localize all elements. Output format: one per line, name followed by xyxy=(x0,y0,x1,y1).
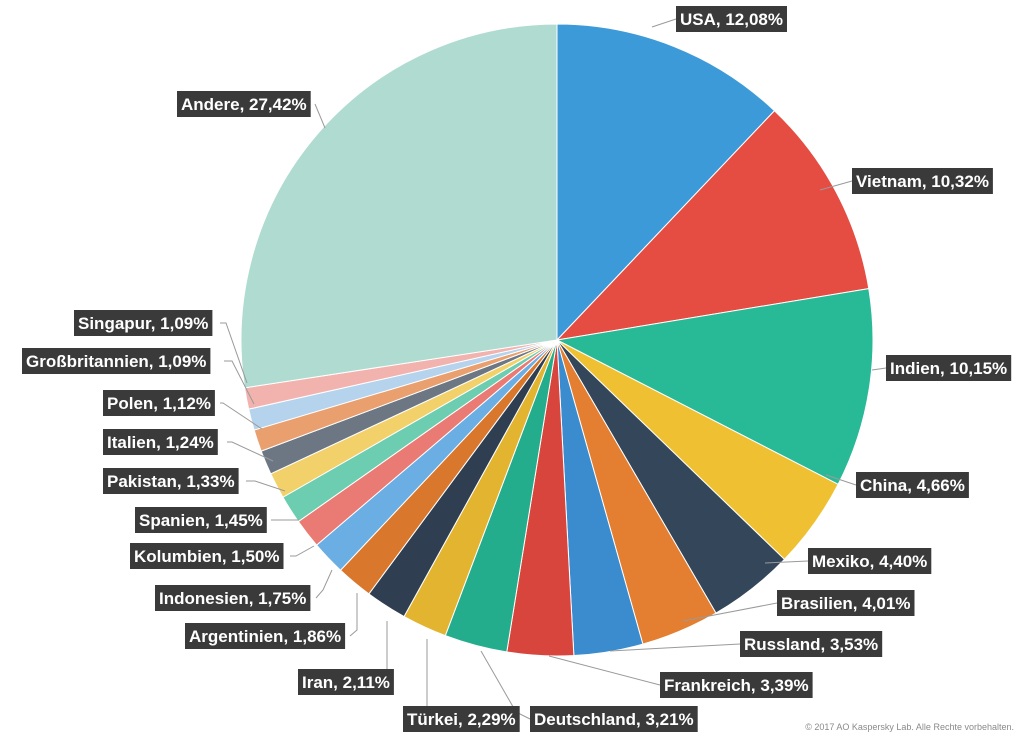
slice-label: Vietnam, 10,32% xyxy=(852,168,993,194)
slice-label-text: Pakistan, 1,33% xyxy=(107,472,235,491)
leader-line xyxy=(220,402,263,430)
leader-lines xyxy=(220,18,887,720)
label-box xyxy=(676,6,787,32)
leader-line xyxy=(290,545,315,557)
slice-label-text: Iran, 2,11% xyxy=(302,673,390,692)
slice-label: Spanien, 1,45% xyxy=(135,507,267,533)
leader-line xyxy=(349,593,358,637)
slice-label: Indien, 10,15% xyxy=(886,355,1012,381)
label-box xyxy=(130,543,284,569)
label-box xyxy=(660,672,813,698)
label-box xyxy=(22,348,211,374)
slice-label: Iran, 2,11% xyxy=(298,669,394,695)
slice-label-text: China, 4,66% xyxy=(860,476,965,495)
pie-slice-andere xyxy=(240,23,558,389)
slice-label-text: Italien, 1,24% xyxy=(107,433,214,452)
leader-line xyxy=(315,569,333,599)
slice-label: Polen, 1,12% xyxy=(103,390,215,416)
slice-label: Kolumbien, 1,50% xyxy=(130,543,284,569)
slice-label: Argentinien, 1,86% xyxy=(185,623,346,649)
slice-label: China, 4,66% xyxy=(856,472,969,498)
label-box xyxy=(135,507,267,533)
label-box xyxy=(103,429,218,455)
leader-line xyxy=(651,18,677,28)
slice-label: Indonesien, 1,75% xyxy=(155,585,311,611)
label-box xyxy=(177,91,311,117)
leader-line xyxy=(314,103,326,129)
pie-slices xyxy=(240,23,874,657)
slice-label: Russland, 3,53% xyxy=(740,631,883,657)
leader-line xyxy=(825,474,857,486)
slice-label-text: Andere, 27,42% xyxy=(181,95,307,114)
label-box xyxy=(155,585,311,611)
slice-labels: USA, 12,08% Vietnam, 10,32% Indien, 10,15%… xyxy=(22,6,1012,732)
slice-label: Deutschland, 3,21% xyxy=(530,706,698,732)
slice-label-text: Indien, 10,15% xyxy=(890,359,1007,378)
slice-label-text: Polen, 1,12% xyxy=(107,394,211,413)
leader-line xyxy=(764,560,809,564)
slice-label-text: Türkei, 2,29% xyxy=(407,710,516,729)
label-box xyxy=(777,590,915,616)
label-box xyxy=(298,669,394,695)
leader-line xyxy=(609,643,741,652)
slice-label-text: Indonesien, 1,75% xyxy=(159,589,306,608)
pie-slice-usa xyxy=(556,23,776,342)
label-box xyxy=(103,468,239,494)
slice-label-text: Argentinien, 1,86% xyxy=(189,627,341,646)
slice-label: Frankreich, 3,39% xyxy=(660,672,813,698)
pie-slice-vietnam xyxy=(555,110,870,341)
leader-line xyxy=(224,360,255,405)
label-box xyxy=(103,390,215,416)
slice-label-text: Vietnam, 10,32% xyxy=(856,172,989,191)
leader-line xyxy=(220,322,248,384)
leader-line xyxy=(871,367,887,371)
leader-line xyxy=(227,441,274,462)
slice-label-text: Kolumbien, 1,50% xyxy=(134,547,279,566)
slice-label-text: Frankreich, 3,39% xyxy=(664,676,809,695)
label-box xyxy=(74,310,213,336)
copyright-notice: © 2017 AO Kaspersky Lab. Alle Rechte vor… xyxy=(805,722,1014,732)
leader-line xyxy=(682,602,778,622)
slice-label: Andere, 27,42% xyxy=(177,91,311,117)
label-box xyxy=(856,472,969,498)
slice-label-text: Singapur, 1,09% xyxy=(78,314,208,333)
slice-label: Türkei, 2,29% xyxy=(403,706,520,732)
slice-label: Italien, 1,24% xyxy=(103,429,218,455)
label-box xyxy=(852,168,993,194)
slice-label-text: Spanien, 1,45% xyxy=(139,511,263,530)
slice-label: USA, 12,08% xyxy=(676,6,787,32)
slice-label-text: USA, 12,08% xyxy=(680,10,783,29)
leader-line xyxy=(548,655,661,686)
label-box xyxy=(530,706,698,732)
pie-slice-indien xyxy=(555,288,874,486)
slice-label-text: Russland, 3,53% xyxy=(744,635,878,654)
slice-label-text: Mexiko, 4,40% xyxy=(812,552,927,571)
leader-line xyxy=(819,180,853,191)
slice-label: Großbritannien, 1,09% xyxy=(22,348,211,374)
label-box xyxy=(886,355,1012,381)
slice-label-text: Großbritannien, 1,09% xyxy=(26,352,206,371)
slice-label: Singapur, 1,09% xyxy=(74,310,213,336)
slice-label: Mexiko, 4,40% xyxy=(808,548,932,574)
label-box xyxy=(185,623,346,649)
slice-label-text: Deutschland, 3,21% xyxy=(534,710,694,729)
slice-label: Pakistan, 1,33% xyxy=(103,468,239,494)
label-box xyxy=(403,706,520,732)
label-box xyxy=(808,548,932,574)
slice-label: Brasilien, 4,01% xyxy=(777,590,915,616)
leader-line xyxy=(246,480,286,492)
slice-label-text: Brasilien, 4,01% xyxy=(781,594,910,613)
label-box xyxy=(740,631,883,657)
